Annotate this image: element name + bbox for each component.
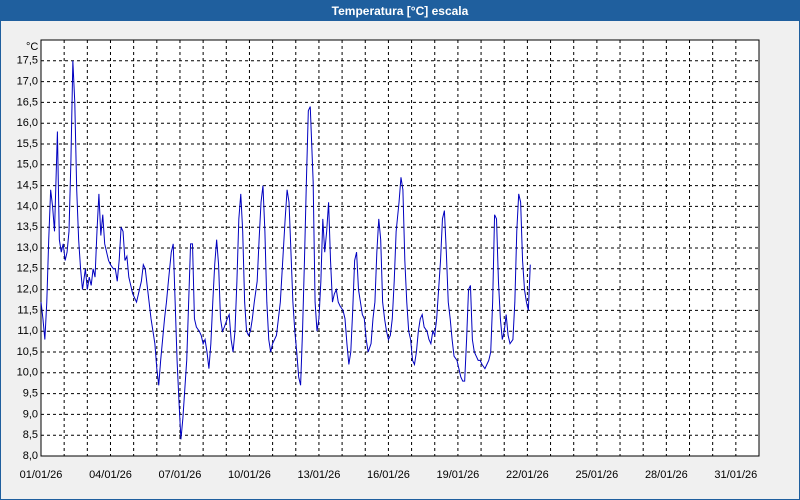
x-tick-label: 28/01/26 xyxy=(645,469,688,481)
y-tick-label: 8,5 xyxy=(23,429,38,441)
y-tick-label: 10,5 xyxy=(17,346,38,358)
title-bar: Temperatura [°C] escala xyxy=(1,1,799,21)
y-tick-label: 8,0 xyxy=(23,450,38,462)
x-tick-label: 07/01/26 xyxy=(159,469,202,481)
x-tick-label: 19/01/26 xyxy=(436,469,479,481)
y-tick-label: 17,5 xyxy=(17,55,38,67)
x-tick-label: 04/01/26 xyxy=(89,469,132,481)
x-tick-label: 25/01/26 xyxy=(575,469,618,481)
y-tick-label: 14,5 xyxy=(17,180,38,192)
y-tick-label: 17,0 xyxy=(17,76,38,88)
y-tick-label: 12,5 xyxy=(17,263,38,275)
y-tick-label: 9,0 xyxy=(23,408,38,420)
y-axis-label: °C xyxy=(26,41,38,53)
y-tick-label: 13,5 xyxy=(17,221,38,233)
plot-frame xyxy=(40,39,760,457)
y-tick-label: 11,5 xyxy=(17,304,38,316)
y-tick-label: 10,0 xyxy=(17,367,38,379)
y-tick-label: 15,5 xyxy=(17,138,38,150)
y-tick-label: 15,0 xyxy=(17,159,38,171)
x-tick-label: 13/01/26 xyxy=(298,469,341,481)
y-tick-label: 13,0 xyxy=(17,242,38,254)
x-tick-label: 31/01/26 xyxy=(714,469,757,481)
y-tick-label: 11,0 xyxy=(17,325,38,337)
y-tick-label: 16,0 xyxy=(17,117,38,129)
y-tick-label: 12,0 xyxy=(17,284,38,296)
y-tick-label: 16,5 xyxy=(17,96,38,108)
plot-area xyxy=(41,40,759,456)
x-tick-label: 22/01/26 xyxy=(506,469,549,481)
x-tick-label: 01/01/26 xyxy=(20,469,63,481)
data-line xyxy=(40,60,531,440)
x-tick-label: 16/01/26 xyxy=(367,469,410,481)
y-tick-label: 14,0 xyxy=(17,200,38,212)
x-tick-label: 10/01/26 xyxy=(228,469,271,481)
chart: °C 8,0 8,5 9,0 9,5 10,0 10,5 11,0 11,5 12,0 12,5 1… xyxy=(17,39,760,481)
y-tick-label: 9,5 xyxy=(23,388,38,400)
